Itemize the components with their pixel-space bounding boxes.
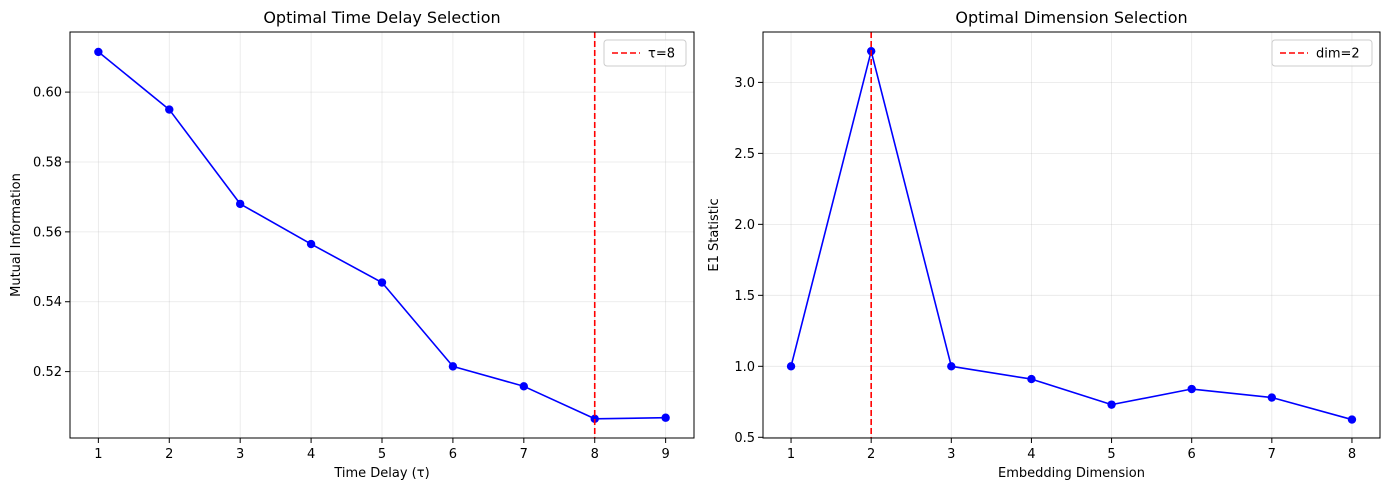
x-axis-label: Embedding Dimension [998,466,1145,481]
y-axis-label: Mutual Information [9,173,24,297]
x-tick-label: 3 [947,447,955,462]
x-tick-label: 7 [520,447,528,462]
data-point [786,362,796,371]
data-point [947,362,956,371]
x-tick-label: 1 [787,447,795,462]
y-axis-label: E1 Statistic [707,198,722,271]
series-line [790,50,1353,421]
data-point [165,105,174,114]
legend-box [1271,39,1373,67]
x-tick-label: 2 [867,447,875,462]
subplot-2: 1 2 3 4 5 6 7 8 0.5 1.0 1.5 2.0 2.5 3.0 dim=2 Optimal D… [707,8,1381,481]
data-point [1267,393,1277,402]
data-point [661,413,670,422]
x-tick-label: 4 [307,447,315,462]
y-tick-label: 1.5 [734,289,755,304]
axes-frame [69,31,695,439]
x-tick-label: 6 [449,447,457,462]
x-axis-label: Time Delay (τ) [333,466,429,481]
data-point [1187,384,1196,394]
x-tick-label: 7 [1268,447,1276,462]
y-tick-label: 0.54 [33,295,62,310]
x-tick-label: 8 [1348,447,1356,462]
legend: dim=2 [1271,39,1373,67]
x-tick-label: 4 [1027,447,1035,462]
y-tick-label: 0.52 [33,365,62,380]
x-tick-label: 5 [378,447,386,462]
data-point [448,362,458,371]
data-point [377,278,387,287]
data-point [235,199,245,209]
y-tick-label: 2.5 [734,147,755,162]
chart-title: Optimal Dimension Selection [955,8,1187,27]
axes-frame [762,31,1381,439]
x-tick-label: 1 [94,447,102,462]
data-point [1347,415,1357,424]
y-tick-label: 3.0 [734,76,755,91]
x-tick-label: 3 [236,447,244,462]
data-point [306,239,316,249]
x-tick-label: 8 [591,447,599,462]
legend: τ=8 [603,39,687,67]
x-tick-label: 6 [1188,447,1196,462]
data-point [519,382,529,391]
legend-box [603,39,687,67]
y-tick-label: 1.0 [734,360,755,375]
legend-label: τ=8 [648,47,675,62]
x-tick-label: 2 [165,447,173,462]
y-tick-label: 0.58 [33,155,62,170]
x-tick-label: 5 [1107,447,1115,462]
data-point [1027,374,1036,384]
legend-label: dim=2 [1316,47,1360,62]
y-tick-label: 0.60 [33,86,62,101]
y-tick-label: 0.5 [734,431,755,446]
data-point [94,47,103,57]
data-point [590,414,599,423]
subplot-1: 1 2 3 4 5 6 7 8 9 0.52 0.54 0.56 0.58 0.60 τ=8 Optimal … [9,8,695,481]
chart-title: Optimal Time Delay Selection [263,8,500,27]
y-tick-label: 0.56 [33,225,62,240]
x-tick-label: 9 [661,447,669,462]
y-tick-label: 2.0 [734,218,755,233]
data-point [1107,400,1116,409]
